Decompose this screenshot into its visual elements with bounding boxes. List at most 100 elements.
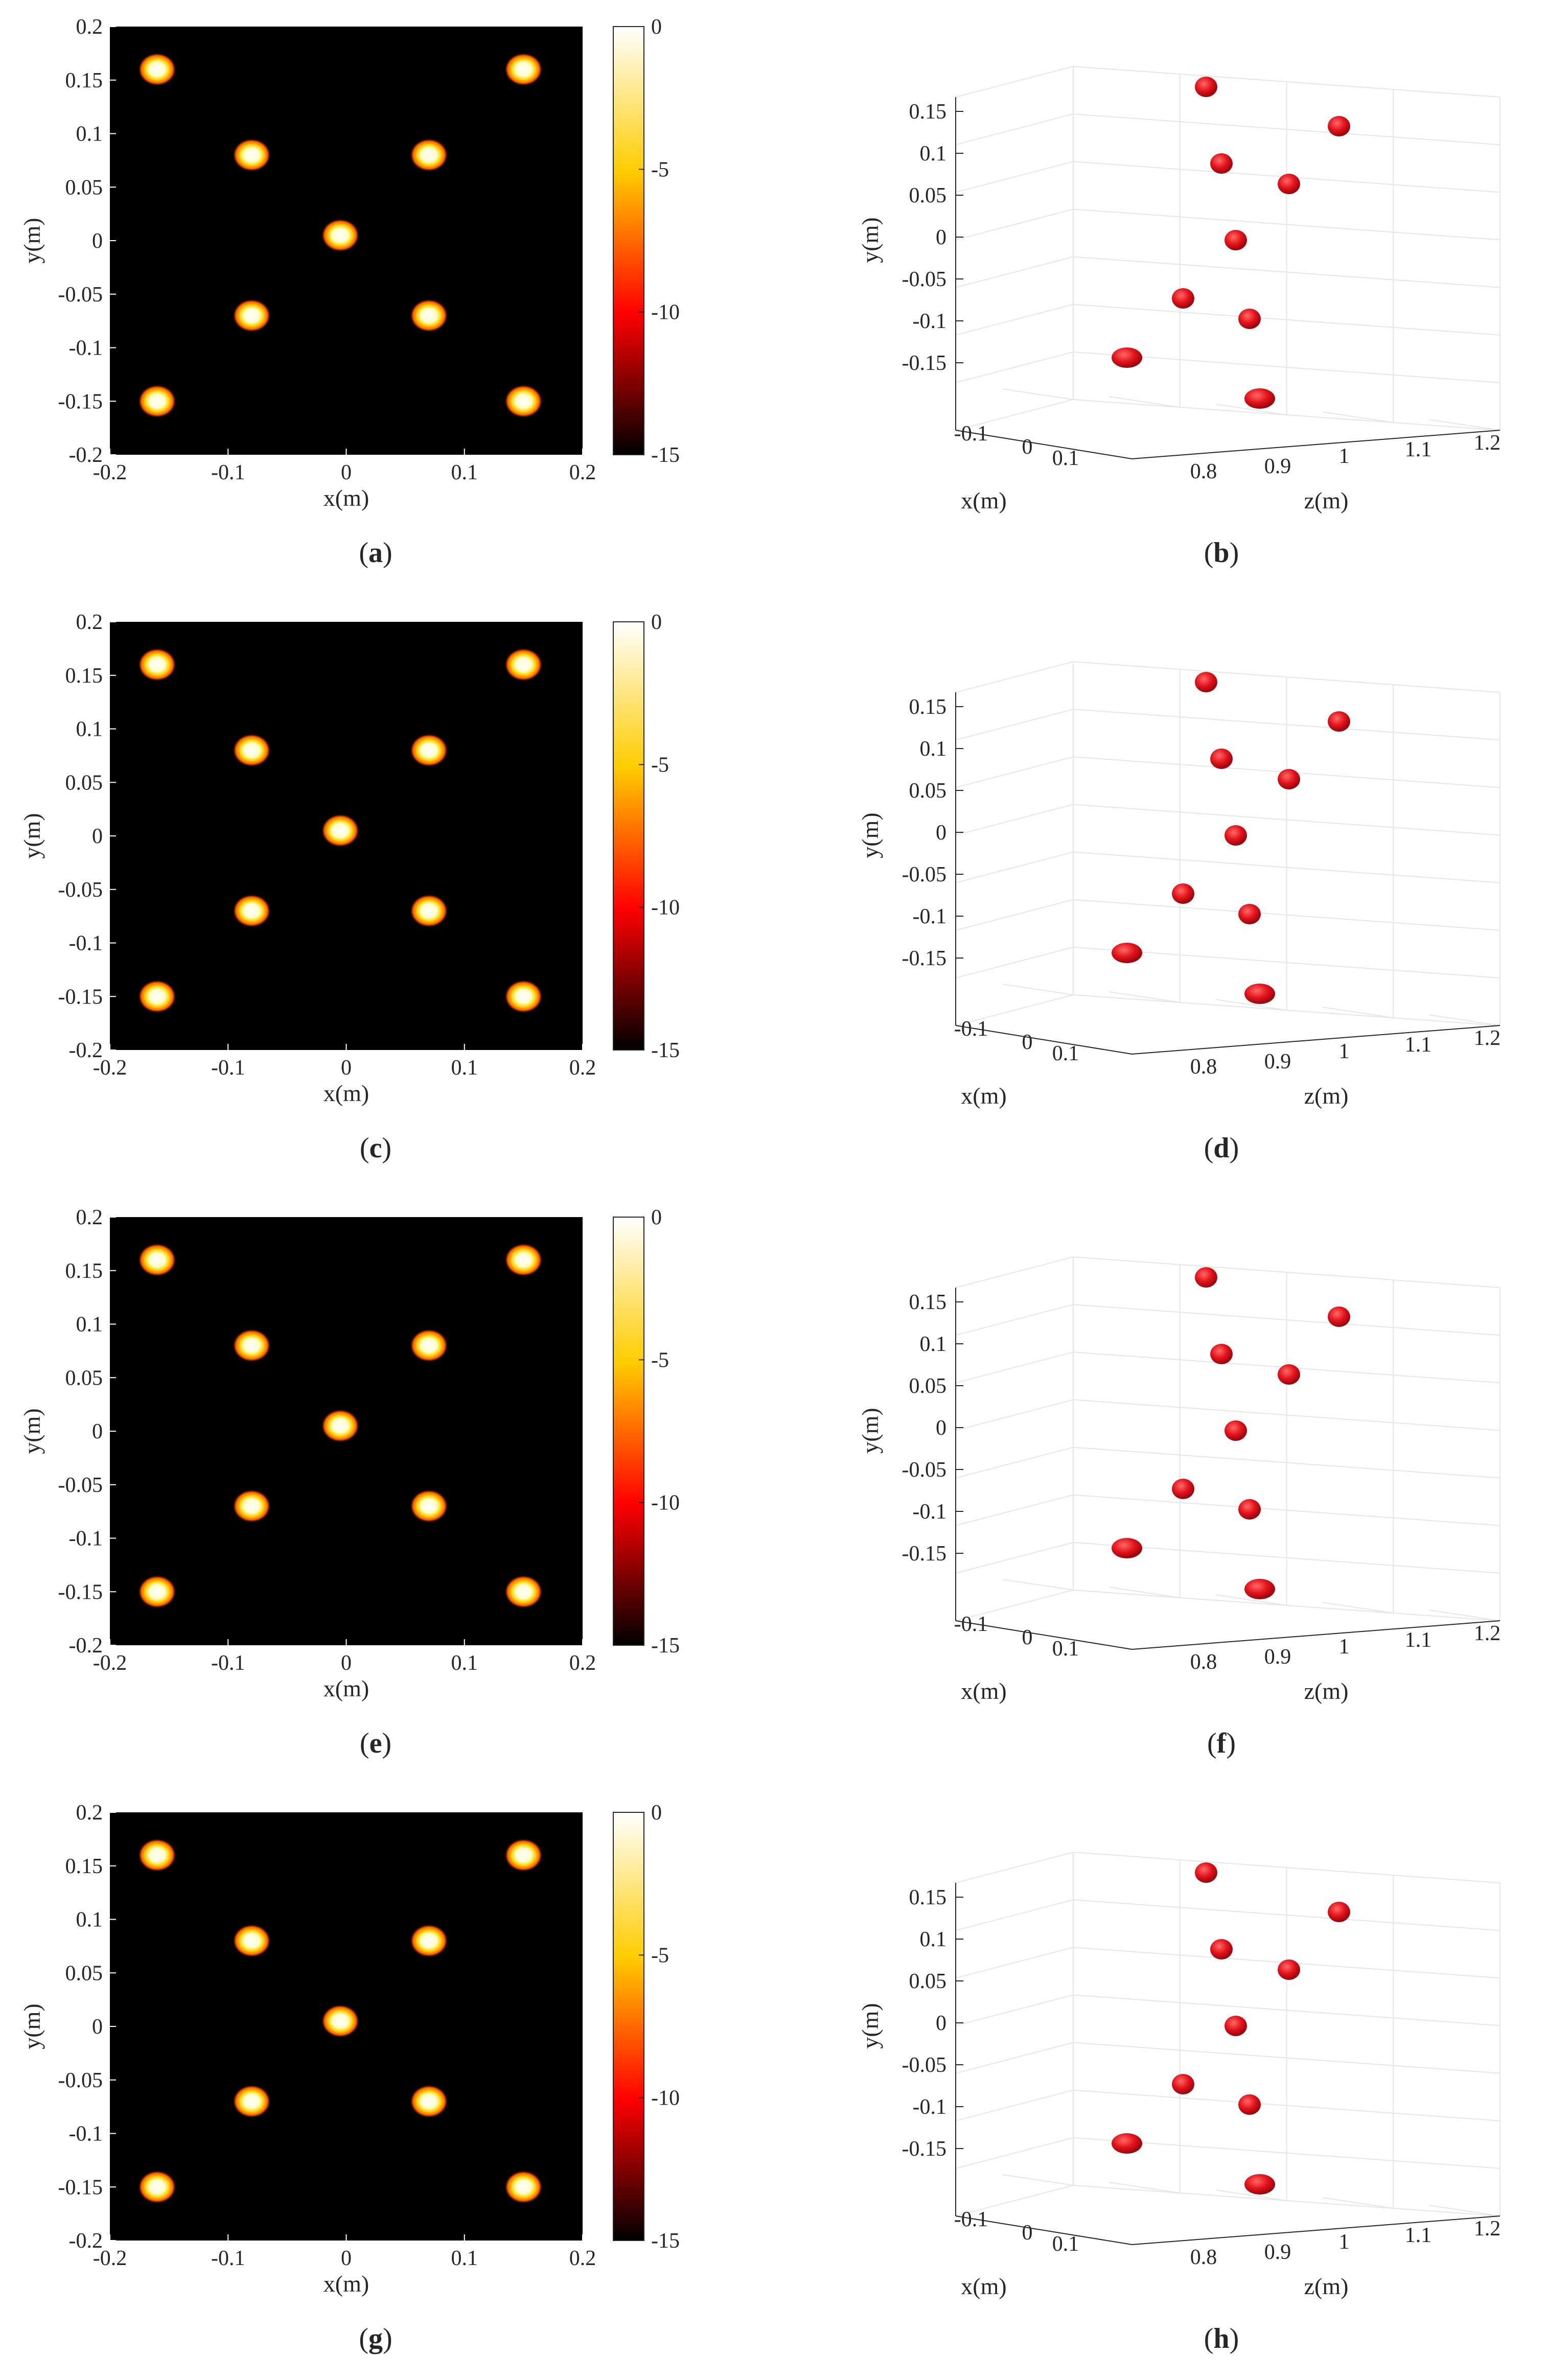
y-tick-label: -0.1 — [69, 932, 103, 955]
grid-line — [955, 2042, 1074, 2074]
grid-line — [955, 1351, 1074, 1384]
z-tick-label: 1.2 — [1474, 1622, 1501, 1645]
target-blob — [1224, 230, 1247, 250]
grid-line — [1073, 2042, 1500, 2074]
y-tick-label: -0.05 — [902, 268, 947, 291]
x-tick-label: 0.2 — [569, 461, 596, 484]
y-axis-label: y(m) — [857, 217, 883, 263]
y-tick-label: 0.05 — [65, 1366, 103, 1390]
target-spot — [504, 2170, 543, 2204]
target-spot — [504, 1243, 543, 1277]
target-spot — [232, 894, 271, 928]
y-tick-label: 0 — [92, 825, 103, 848]
x-axis-label: x(m) — [961, 2273, 1006, 2299]
y-tick-label: 0.05 — [909, 779, 947, 803]
x-tick-label: 0.1 — [1052, 1042, 1079, 1065]
y-tick-label: 0 — [92, 1420, 103, 1443]
colorbar-tick-label: 0 — [651, 1801, 662, 1825]
heatmap-panel-e: -0.2 -0.1 0 0.1 0.2 0.2 0.15 0.1 0.05 0 -0.05 -0.1 -… — [19, 1206, 680, 1759]
target-blob — [1172, 2074, 1194, 2094]
colorbar-tick-label: -10 — [651, 1491, 680, 1515]
grid-line — [1073, 1446, 1500, 1479]
grid-line — [955, 994, 1074, 1026]
x-axis-line — [955, 430, 1133, 459]
x-tick-label: -0.1 — [211, 1651, 245, 1675]
target-spot — [232, 1924, 271, 1958]
grid-line — [1002, 388, 1074, 400]
grid-line — [1073, 1494, 1500, 1526]
colorbar-tick-label: 0 — [651, 611, 662, 634]
x-tick-label: 0.1 — [1052, 1637, 1079, 1661]
z-axis-line — [1131, 2215, 1500, 2245]
y-tick-label: -0.1 — [913, 905, 947, 928]
y-tick-label: 0.15 — [65, 69, 103, 92]
target-blob — [1328, 1902, 1350, 1922]
grid-line — [955, 1446, 1074, 1479]
heatmap-panel-a: -0.2 -0.1 0 0.1 0.2 0.2 0.15 0.1 0.05 0 -0.05 -0.1 -… — [19, 15, 680, 569]
z-tick-label: 1 — [1339, 2230, 1350, 2254]
colorbar — [613, 621, 644, 1051]
target-spot — [137, 979, 177, 1014]
y-tick-label: -0.15 — [58, 2176, 103, 2199]
grid-line — [955, 1947, 1074, 1979]
target-blob — [1224, 2016, 1247, 2036]
target-blob — [1172, 1479, 1194, 1499]
target-blob — [1195, 77, 1217, 97]
target-blob — [1210, 749, 1233, 769]
target-blob — [1244, 388, 1275, 409]
grid-line — [1073, 709, 1500, 741]
x-tick-label: 0 — [341, 1056, 352, 1080]
y-tick-label: -0.15 — [902, 1542, 947, 1566]
target-spot — [504, 979, 543, 1014]
target-blob — [1244, 984, 1275, 1004]
colorbar-tick-label: -10 — [651, 301, 680, 324]
z-tick-label: 1.2 — [1474, 1026, 1501, 1050]
grid-line — [955, 1899, 1074, 1931]
panel-label-c: (c) — [360, 1132, 391, 1164]
grid-line — [955, 1542, 1074, 1574]
grid-line — [1429, 1609, 1500, 1621]
grid-line — [1073, 208, 1500, 241]
target-spot — [137, 1243, 177, 1277]
target-blob — [1112, 347, 1142, 368]
grid-line — [1429, 419, 1500, 431]
grid-line — [955, 1304, 1074, 1336]
y-tick-label: 0 — [92, 2015, 103, 2039]
y-tick-label: -0.15 — [902, 2137, 947, 2161]
target-spot — [504, 1575, 543, 1609]
z-tick-label: 1.1 — [1405, 438, 1432, 461]
y-tick-label: 0.05 — [65, 176, 103, 199]
z-tick-label: 1 — [1339, 445, 1350, 468]
grid-line — [1429, 1014, 1500, 1026]
grid-line — [955, 66, 1074, 98]
x-tick-label: 0 — [1022, 1626, 1033, 1649]
colorbar-tick-label: -5 — [651, 1944, 669, 1967]
target-blob — [1244, 2174, 1275, 2195]
y-tick-label: 0 — [936, 2012, 946, 2035]
target-spot — [137, 647, 177, 682]
y-tick-label: -0.15 — [58, 1580, 103, 1604]
grid-line — [1073, 1399, 1500, 1431]
z-axis-line — [1131, 1620, 1500, 1650]
grid-line — [1109, 1586, 1180, 1598]
x-axis-line — [955, 1620, 1133, 1650]
y-tick-label: -0.05 — [902, 863, 947, 886]
target-spot — [232, 138, 271, 172]
target-spot — [137, 384, 177, 418]
grid-line — [955, 1256, 1074, 1288]
grid-line — [1073, 1852, 1500, 1883]
y-tick-label: -0.2 — [69, 444, 103, 467]
z-tick-label: 1.1 — [1405, 2224, 1432, 2247]
target-blob — [1238, 904, 1261, 924]
y-axis-label: y(m) — [19, 218, 45, 263]
x-tick-label: -0.1 — [954, 2208, 988, 2231]
target-blob — [1238, 309, 1261, 329]
y-tick-label: -0.05 — [58, 283, 103, 307]
colorbar — [613, 1812, 644, 2241]
target-spot — [137, 1575, 177, 1609]
grid-line — [1109, 991, 1180, 1003]
y-tick-label: 0.1 — [76, 718, 103, 741]
x-tick-label: -0.2 — [93, 1651, 127, 1675]
target-blob — [1278, 1364, 1300, 1385]
target-spot — [320, 2004, 360, 2038]
